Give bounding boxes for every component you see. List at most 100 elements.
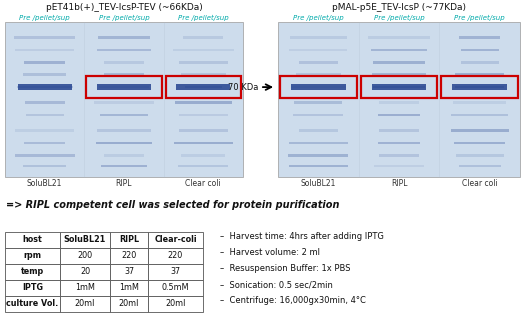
Text: RIPL: RIPL bbox=[119, 236, 139, 245]
Bar bbox=[104, 61, 144, 64]
Bar bbox=[289, 49, 348, 51]
Text: pET41b(+)_TEV-IcsP-TEV (~66KDa): pET41b(+)_TEV-IcsP-TEV (~66KDa) bbox=[46, 3, 202, 12]
Text: –  Centrifuge: 16,000gx30min, 4°C: – Centrifuge: 16,000gx30min, 4°C bbox=[220, 296, 366, 305]
Bar bbox=[372, 73, 426, 76]
Bar bbox=[289, 36, 347, 39]
Bar bbox=[99, 86, 149, 88]
Text: Pre /pellet/sup: Pre /pellet/sup bbox=[99, 15, 150, 21]
Bar bbox=[60, 280, 110, 296]
Bar bbox=[97, 49, 151, 51]
Bar bbox=[23, 165, 66, 168]
Bar bbox=[460, 49, 499, 51]
Bar bbox=[24, 61, 65, 64]
Bar bbox=[110, 232, 148, 248]
Bar bbox=[459, 36, 500, 39]
Bar bbox=[110, 248, 148, 264]
Bar bbox=[17, 86, 73, 88]
Bar bbox=[178, 61, 228, 64]
Bar bbox=[110, 296, 148, 312]
Text: SoluBL21: SoluBL21 bbox=[301, 179, 336, 188]
Bar bbox=[98, 129, 151, 132]
Bar bbox=[458, 165, 501, 168]
Text: 37: 37 bbox=[171, 268, 181, 276]
Bar bbox=[23, 73, 66, 76]
Bar bbox=[181, 154, 225, 156]
Bar bbox=[15, 49, 74, 51]
Bar bbox=[289, 165, 348, 168]
Bar bbox=[15, 129, 75, 132]
Bar bbox=[361, 76, 437, 98]
Text: SoluBL21: SoluBL21 bbox=[64, 236, 106, 245]
Bar bbox=[15, 154, 75, 156]
Bar bbox=[5, 248, 60, 264]
Bar bbox=[442, 76, 518, 98]
Bar bbox=[455, 86, 505, 88]
Bar bbox=[5, 296, 60, 312]
Bar bbox=[5, 280, 60, 296]
Bar bbox=[148, 280, 203, 296]
Bar bbox=[60, 232, 110, 248]
Bar bbox=[60, 296, 110, 312]
Bar bbox=[454, 142, 505, 144]
Text: Pre /pellet/sup: Pre /pellet/sup bbox=[454, 15, 505, 21]
Bar bbox=[148, 248, 203, 264]
Bar bbox=[178, 165, 228, 168]
Bar bbox=[460, 61, 499, 64]
Bar bbox=[148, 264, 203, 280]
Bar bbox=[100, 114, 148, 116]
Bar bbox=[110, 264, 148, 280]
Text: Pre /pellet/sup: Pre /pellet/sup bbox=[19, 15, 70, 21]
Bar bbox=[455, 73, 504, 76]
Text: 200: 200 bbox=[78, 252, 92, 261]
Bar bbox=[452, 84, 507, 90]
Bar bbox=[148, 296, 203, 312]
Bar bbox=[185, 86, 222, 88]
Text: 20ml: 20ml bbox=[119, 299, 139, 309]
Bar bbox=[96, 142, 152, 144]
Bar bbox=[289, 142, 348, 144]
Text: => RIPL competent cell was selected for protein purification: => RIPL competent cell was selected for … bbox=[6, 200, 340, 210]
Text: –  Harvest volume: 2 ml: – Harvest volume: 2 ml bbox=[220, 248, 320, 257]
Bar bbox=[103, 154, 144, 156]
Bar bbox=[98, 36, 150, 39]
Bar bbox=[183, 36, 223, 39]
Bar bbox=[379, 142, 419, 144]
Bar bbox=[379, 129, 419, 132]
Text: 0.5mM: 0.5mM bbox=[162, 283, 189, 292]
Bar bbox=[456, 154, 503, 156]
Text: host: host bbox=[23, 236, 43, 245]
Text: culture Vol.: culture Vol. bbox=[6, 299, 59, 309]
Text: rpm: rpm bbox=[24, 252, 41, 261]
Bar bbox=[60, 264, 110, 280]
Bar bbox=[372, 84, 426, 90]
Bar bbox=[166, 76, 241, 98]
Bar bbox=[18, 84, 71, 90]
Bar bbox=[291, 86, 346, 88]
Text: Clear-coli: Clear-coli bbox=[154, 236, 197, 245]
Bar bbox=[86, 76, 162, 98]
Text: 20: 20 bbox=[80, 268, 90, 276]
Text: 1mM: 1mM bbox=[119, 283, 139, 292]
Bar bbox=[291, 84, 346, 90]
Bar bbox=[97, 84, 151, 90]
Bar bbox=[373, 61, 425, 64]
Bar bbox=[148, 232, 203, 248]
Text: 37: 37 bbox=[124, 268, 134, 276]
Bar bbox=[94, 102, 154, 104]
Bar bbox=[374, 165, 424, 168]
Bar bbox=[5, 22, 243, 177]
Bar bbox=[25, 102, 65, 104]
Bar bbox=[14, 36, 75, 39]
Bar bbox=[380, 102, 418, 104]
Text: –  Harvest time: 4hrs after adding IPTG: – Harvest time: 4hrs after adding IPTG bbox=[220, 232, 384, 241]
Bar bbox=[178, 129, 228, 132]
Text: 220: 220 bbox=[168, 252, 183, 261]
Bar bbox=[60, 248, 110, 264]
Bar bbox=[373, 86, 425, 88]
Bar bbox=[299, 61, 338, 64]
Bar bbox=[24, 142, 65, 144]
Text: 1mM: 1mM bbox=[75, 283, 95, 292]
Text: 70 KDa: 70 KDa bbox=[228, 83, 258, 91]
Bar bbox=[295, 102, 342, 104]
Bar bbox=[368, 36, 430, 39]
